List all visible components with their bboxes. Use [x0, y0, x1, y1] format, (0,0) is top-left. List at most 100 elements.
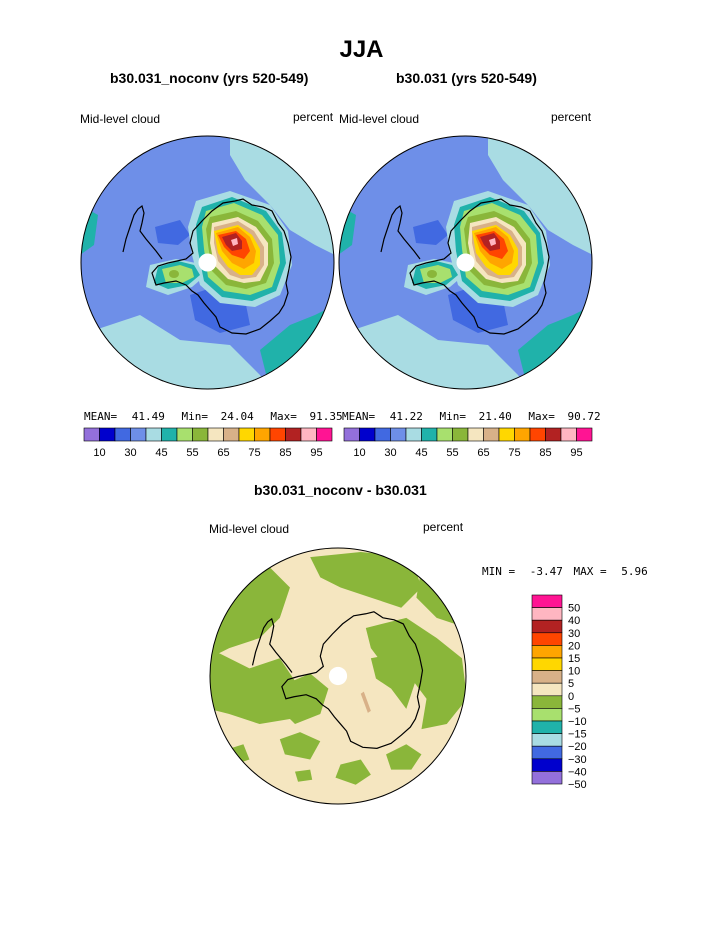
- antarctic-peninsula: [122, 204, 163, 260]
- colorbar-swatch: [223, 427, 240, 442]
- panel-2-title: b30.031 (yrs 520-549): [396, 70, 537, 86]
- pole-hole: [328, 666, 348, 686]
- colorbar-swatch: [130, 427, 147, 442]
- panel-3-max-value: 5.96: [621, 565, 648, 578]
- colorbar-swatch: [531, 607, 563, 621]
- antarctica-coastline: [409, 198, 550, 335]
- colorbar-tick-label: −30: [568, 754, 587, 766]
- field-region: [370, 653, 417, 709]
- colorbar-tick-label: 50: [568, 603, 580, 615]
- colorbar-swatch: [269, 427, 286, 442]
- colorbar-swatch: [300, 427, 317, 442]
- map-border: [80, 135, 335, 390]
- panel-2-colorbar: 10 30 45 55 65 75 85 95: [343, 427, 593, 459]
- colorbar-swatch: [531, 733, 563, 747]
- colorbar-swatch: [531, 619, 563, 634]
- colorbar-swatch: [514, 427, 531, 442]
- colorbar-swatch: [161, 427, 178, 442]
- panel-2-left-label: Mid-level cloud: [339, 112, 420, 126]
- colorbar-tick-label: 0: [568, 691, 574, 703]
- colorbar-swatch: [99, 427, 116, 442]
- panel-2-mean-label: MEAN=: [342, 410, 376, 423]
- colorbar-tick-label: 40: [568, 615, 580, 627]
- panel-1-right-label: percent: [293, 110, 334, 124]
- colorbar-swatch: [114, 427, 131, 442]
- colorbar-swatch: [467, 427, 484, 442]
- colorbar-swatch: [498, 427, 515, 442]
- colorbar-tick-label: −15: [568, 729, 587, 741]
- panel-2-max-label: Max=: [528, 410, 555, 423]
- panel-1-left-label: Mid-level cloud: [80, 112, 161, 126]
- colorbar-swatch: [531, 657, 563, 671]
- colorbar-tick-label: 75: [508, 447, 520, 459]
- colorbar-swatch: [531, 632, 563, 646]
- panel-3-min-value: -3.47: [529, 565, 563, 578]
- colorbar-swatch: [531, 594, 563, 608]
- colorbar-swatch: [359, 427, 376, 442]
- colorbar-tick-label: 10: [93, 447, 105, 459]
- pole-hole: [198, 253, 217, 272]
- colorbar-swatch: [83, 427, 100, 442]
- colorbar-swatch: [421, 427, 438, 442]
- field-region: [274, 673, 329, 725]
- field-region: [489, 238, 496, 246]
- colorbar-swatch: [374, 427, 391, 442]
- colorbar-swatch: [531, 682, 563, 697]
- panel-1-title: b30.031_noconv (yrs 520-549): [110, 70, 309, 86]
- colorbar-tick-label: −50: [568, 779, 587, 791]
- colorbar-tick-label: 95: [570, 447, 582, 459]
- panel-1-polar-map: [80, 135, 335, 390]
- panel-2-polar-map: [338, 135, 593, 390]
- colorbar-swatch: [405, 427, 422, 442]
- colorbar-tick-label: 5: [568, 678, 574, 690]
- panel-1-mean-value: 41.49: [131, 410, 165, 423]
- colorbar-tick-label: 30: [384, 447, 396, 459]
- colorbar-tick-label: −5: [568, 703, 581, 715]
- colorbar-swatch: [192, 427, 209, 442]
- colorbar-tick-label: 95: [310, 447, 322, 459]
- field-region: [335, 759, 371, 785]
- colorbar-swatch: [483, 427, 500, 442]
- antarctica-coastline: [151, 198, 292, 335]
- panel-3-polar-map: [209, 547, 467, 805]
- colorbar-tick-label: 45: [415, 447, 427, 459]
- field-region: [360, 691, 371, 713]
- field-region: [169, 270, 179, 278]
- colorbar-swatch: [531, 645, 563, 659]
- colorbar-tick-label: −20: [568, 741, 587, 753]
- panel-1-stats: MEAN= 41.49 Min= 24.04 Max= 91.35: [84, 410, 343, 423]
- colorbar-tick-label: 30: [124, 447, 136, 459]
- colorbar-tick-label: 65: [477, 447, 489, 459]
- panel-3-left-label: Mid-level cloud: [209, 522, 290, 536]
- colorbar-tick-label: 75: [248, 447, 260, 459]
- colorbar-tick-label: 15: [568, 653, 580, 665]
- colorbar-swatch: [343, 427, 360, 442]
- colorbar-swatch: [176, 427, 193, 442]
- colorbar-swatch: [529, 427, 546, 442]
- antarctic-peninsula: [380, 204, 421, 260]
- field-region: [386, 744, 422, 770]
- colorbar-tick-label: −10: [568, 716, 587, 728]
- pole-hole: [456, 253, 475, 272]
- colorbar-tick-label: 10: [568, 666, 580, 678]
- panel-3-title: b30.031_noconv - b30.031: [254, 482, 427, 498]
- field-region: [210, 648, 301, 725]
- colorbar-swatch: [254, 427, 271, 442]
- colorbar-tick-label: 85: [539, 447, 551, 459]
- field-region: [310, 552, 422, 608]
- colorbar-tick-label: 85: [279, 447, 291, 459]
- colorbar-tick-label: 55: [446, 447, 458, 459]
- antarctica-coastline: [281, 611, 424, 749]
- panel-2-right-label: percent: [551, 110, 592, 124]
- colorbar-swatch: [238, 427, 255, 442]
- panel-1-mean-label: MEAN=: [84, 410, 118, 423]
- colorbar-swatch: [545, 427, 562, 442]
- colorbar-swatch: [145, 427, 162, 442]
- colorbar-tick-label: 20: [568, 640, 580, 652]
- colorbar-swatch: [560, 427, 577, 442]
- colorbar-swatch: [531, 670, 563, 684]
- colorbar-swatch: [531, 745, 563, 760]
- colorbar-tick-label: 45: [155, 447, 167, 459]
- panel-1-min-label: Min=: [181, 410, 209, 423]
